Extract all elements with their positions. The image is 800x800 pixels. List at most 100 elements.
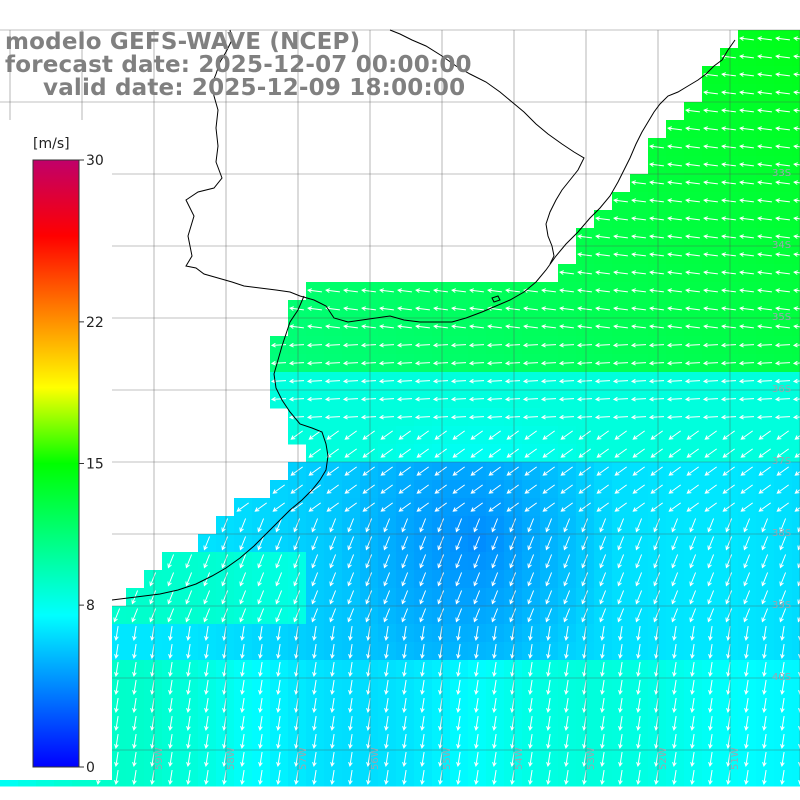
wind-arrow [434, 466, 447, 476]
wind-arrow [690, 734, 695, 749]
wind-arrow [653, 590, 661, 605]
wind-arrow [401, 536, 409, 551]
wind-arrow [689, 608, 697, 623]
wind-arrow [775, 162, 790, 167]
wind-arrow [492, 734, 497, 749]
wind-arrow [528, 680, 533, 695]
wind-arrow [492, 626, 497, 641]
wind-arrow [636, 752, 641, 767]
wind-arrow [307, 324, 322, 329]
wind-arrow [527, 554, 535, 569]
wind-arrow [491, 572, 499, 587]
wind-arrow [326, 448, 339, 458]
wind-arrow [509, 572, 517, 587]
wind-arrow [149, 590, 157, 605]
wind-arrow [738, 396, 755, 402]
wind-arrow [528, 626, 533, 641]
wind-arrow [546, 770, 551, 785]
wind-arrow [524, 466, 537, 476]
wind-arrow [649, 234, 664, 239]
wind-arrow [721, 90, 736, 95]
wind-arrow [649, 288, 664, 293]
wind-arrow [708, 770, 713, 785]
wind-arrow [545, 554, 553, 569]
wind-arrow [793, 72, 800, 77]
longitude-label: 58W [226, 747, 237, 770]
wind-arrow [308, 430, 321, 440]
wind-arrow [648, 360, 665, 366]
wind-arrow [221, 608, 229, 623]
wind-arrow [761, 518, 769, 533]
wind-arrow [329, 518, 337, 533]
wind-arrow [258, 680, 263, 695]
wind-arrow [685, 180, 700, 185]
wind-arrow [326, 430, 339, 440]
wind-arrow [384, 626, 389, 641]
wind-arrow [618, 752, 623, 767]
latitude-label: 37S [772, 456, 791, 467]
wind-arrow [276, 752, 281, 767]
wind-arrow [398, 484, 411, 494]
wind-arrow [721, 162, 736, 167]
wind-arrow [239, 572, 247, 587]
wind-arrow [775, 180, 790, 185]
wind-arrow [703, 324, 718, 329]
wind-arrow [776, 466, 789, 476]
wind-arrow [258, 644, 263, 659]
wind-arrow [650, 466, 663, 476]
wind-arrow [293, 518, 301, 533]
wind-arrow [420, 752, 425, 767]
wind-arrow [415, 288, 430, 293]
wind-arrow [437, 608, 445, 623]
wind-arrow [420, 716, 425, 731]
wind-arrow [779, 518, 787, 533]
wind-arrow [132, 752, 137, 767]
wind-arrow [653, 536, 661, 551]
wind-arrow [383, 608, 391, 623]
wind-arrow [186, 644, 191, 659]
wind-arrow [470, 430, 483, 440]
wind-arrow [559, 306, 574, 311]
wind-arrow [792, 378, 800, 384]
wind-arrow [492, 662, 497, 677]
wind-arrow [761, 590, 769, 605]
wind-arrow [648, 414, 665, 420]
wind-arrow [132, 716, 137, 731]
wind-arrow [347, 608, 355, 623]
wind-arrow [455, 572, 463, 587]
wind-arrow [797, 598, 800, 605]
wind-arrow [563, 518, 571, 533]
wind-arrow [564, 698, 569, 713]
wind-arrow [721, 234, 736, 239]
wind-arrow [650, 502, 663, 512]
wind-arrow [702, 360, 719, 366]
wind-arrow [311, 608, 319, 623]
wind-arrow [311, 536, 319, 551]
wind-arrow [306, 396, 323, 402]
wind-arrow [758, 484, 771, 494]
wind-arrow [312, 644, 317, 659]
wind-arrow [649, 306, 664, 311]
wind-arrow [396, 378, 413, 384]
wind-arrow [342, 396, 359, 402]
wind-arrow [384, 662, 389, 677]
wind-arrow [450, 396, 467, 402]
wind-arrow [631, 270, 646, 275]
wind-arrow [240, 698, 245, 713]
wind-arrow [690, 626, 695, 641]
wind-arrow [617, 572, 625, 587]
wind-arrow [114, 770, 119, 785]
wind-arrow [632, 430, 645, 440]
wind-arrow [564, 662, 569, 677]
wind-arrow [666, 360, 683, 366]
wind-arrow [685, 324, 700, 329]
wind-arrow [595, 216, 610, 221]
wind-arrow [775, 216, 790, 221]
wind-arrow [524, 430, 537, 440]
latitude-label: 39S [772, 600, 791, 611]
wind-arrow [707, 608, 715, 623]
wind-arrow [596, 430, 609, 440]
wind-arrow [650, 448, 663, 458]
wind-arrow [636, 662, 641, 677]
